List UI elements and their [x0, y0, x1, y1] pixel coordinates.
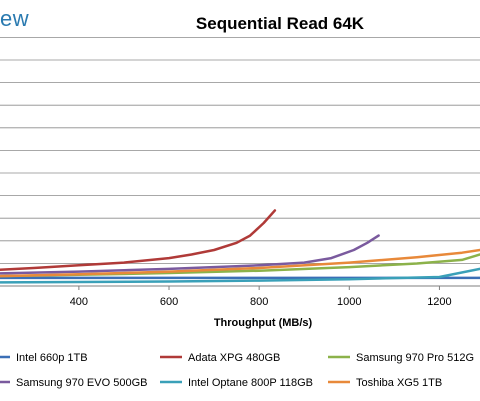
x-axis-label: Throughput (MB/s) [214, 317, 313, 329]
x-tick-labels: 400 600 800 1000 1200 [70, 296, 452, 308]
legend-label: Intel 660p 1TB [16, 352, 88, 364]
legend-label: Intel Optane 800P 118GB [188, 377, 313, 389]
chart-title: Sequential Read 64K [195, 14, 365, 33]
legend-label: Samsung 970 EVO 500GB [16, 377, 147, 389]
gridlines [0, 37, 480, 287]
axes [0, 285, 480, 290]
x-tick-label: 1200 [427, 296, 451, 308]
series-line [0, 267, 480, 284]
x-tick-label: 800 [250, 296, 268, 308]
series-line [0, 234, 380, 275]
series-line [0, 248, 480, 278]
x-tick-label: 400 [70, 296, 88, 308]
brand-logo-text: ew [0, 6, 30, 31]
legend-label: Adata XPG 480GB [188, 352, 280, 364]
x-tick-label: 600 [160, 296, 178, 308]
legend-label: Toshiba XG5 1TB [356, 377, 442, 389]
x-tick-label: 1000 [337, 296, 361, 308]
plot-series [0, 209, 480, 284]
legend: Intel 660p 1TB Adata XPG 480GB Samsung 970… [0, 352, 474, 389]
legend-label: Samsung 970 Pro 512G [356, 352, 474, 364]
series-line [0, 209, 277, 272]
